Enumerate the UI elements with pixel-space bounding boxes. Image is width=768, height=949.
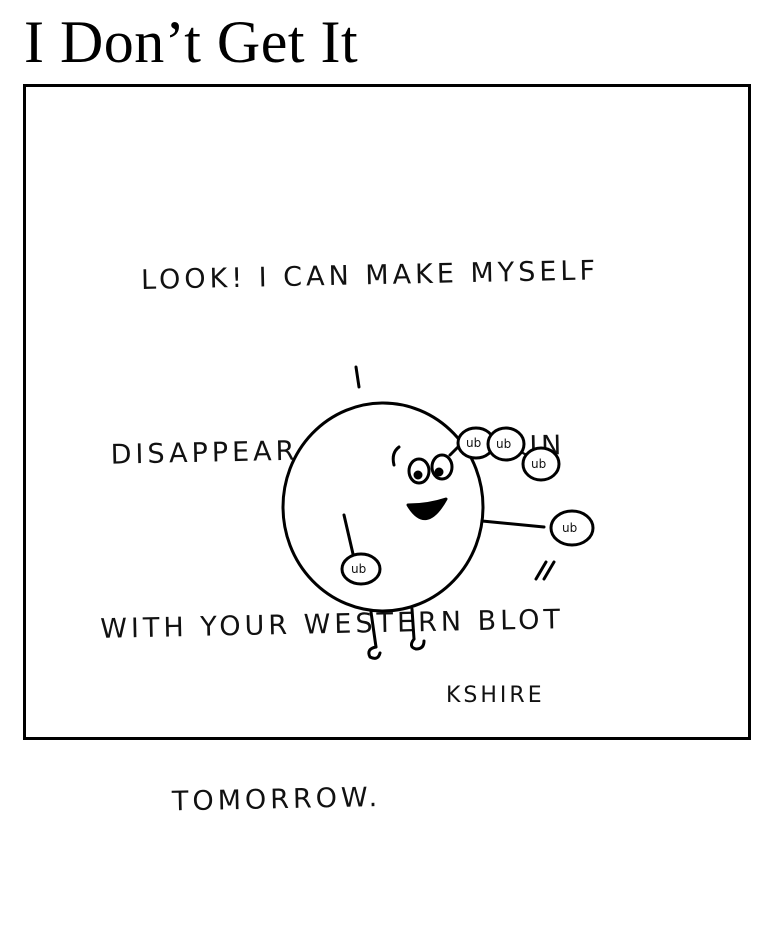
comic-panel: LOOK! I CAN MAKE MYSELF DISAPPEAR. HA! H… bbox=[23, 84, 751, 817]
ub-label-2: ub bbox=[496, 437, 511, 451]
ub-label-3: ub bbox=[531, 457, 546, 471]
ub-label-1: ub bbox=[466, 436, 481, 450]
ub-label-5: ub bbox=[351, 562, 366, 576]
character-body bbox=[281, 401, 485, 613]
ub-circle-3 bbox=[521, 446, 561, 482]
character-right-eye bbox=[430, 453, 454, 481]
ub-circle-4 bbox=[549, 509, 595, 547]
speech-pointer bbox=[354, 365, 361, 389]
character-right-leg bbox=[410, 607, 416, 641]
protein-character-drawing: ub ub ub ub ub bbox=[281, 365, 595, 660]
character-left-leg bbox=[369, 610, 378, 649]
speech-line-4: TOMORROW. bbox=[171, 782, 382, 818]
character-right-foot bbox=[409, 637, 426, 651]
ub-label-4: ub bbox=[562, 521, 577, 535]
ub-circle-2 bbox=[486, 426, 526, 462]
artist-signature: KSHIRE bbox=[446, 683, 545, 708]
ub-circle-5 bbox=[340, 552, 382, 586]
character-mouth bbox=[406, 497, 448, 520]
character-left-foot bbox=[367, 645, 382, 660]
character-eyebrow bbox=[391, 445, 401, 467]
motion-mark-1 bbox=[534, 560, 548, 581]
character-right-arm bbox=[480, 519, 546, 529]
motion-mark-2 bbox=[542, 560, 556, 581]
character-left-eye bbox=[407, 457, 431, 485]
comic-title: I Don’t Get It bbox=[24, 9, 359, 75]
